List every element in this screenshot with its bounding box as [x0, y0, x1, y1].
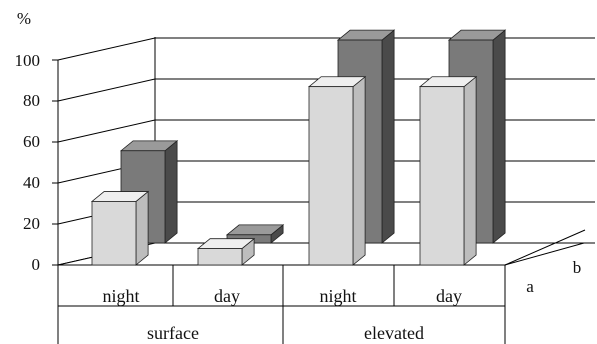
y-tick-label-60: 60 [23, 132, 40, 151]
bar-side-a-2 [352, 75, 366, 266]
gridline-side-80 [57, 78, 156, 102]
group-label-elevated: elevated [364, 323, 424, 343]
bar-front-a-1 [197, 248, 243, 266]
bar-side-b-3 [492, 29, 506, 244]
gridline-side-100 [57, 37, 156, 61]
bar-side-b-0 [164, 140, 178, 244]
category-label-elevated-night: night [319, 286, 356, 306]
bar-a-3 [418, 75, 478, 266]
bar-front-a-0 [91, 201, 137, 266]
bar-front-a-3 [419, 86, 465, 266]
category-label-surface-day: day [214, 286, 240, 306]
bar-a-0 [90, 190, 150, 266]
y-tick-label-40: 40 [23, 173, 40, 192]
gridline-side-60 [57, 119, 156, 143]
category-label-elevated-day: day [436, 286, 462, 306]
depth-label-b: b [573, 258, 582, 277]
bar-side-a-0 [135, 190, 149, 266]
y-tick-label-80: 80 [23, 91, 40, 110]
y-unit-label: % [17, 9, 31, 28]
depth-label-a: a [526, 277, 534, 296]
chart-bars [90, 29, 507, 266]
chart-labels: % 0 20 40 60 80 100 night day night day … [15, 9, 582, 343]
category-table [57, 265, 506, 344]
bar-front-a-2 [308, 86, 354, 266]
y-tick-label-20: 20 [23, 214, 40, 233]
bar-side-a-3 [463, 75, 477, 266]
y-tick-label-0: 0 [32, 255, 41, 274]
category-label-surface-night: night [102, 286, 139, 306]
bar-side-b-2 [381, 29, 395, 244]
floor-right-edge [504, 229, 586, 266]
bar-a-1 [196, 237, 256, 266]
y-tick-label-100: 100 [15, 51, 41, 70]
group-label-surface: surface [147, 323, 199, 343]
bar-a-2 [307, 75, 367, 266]
